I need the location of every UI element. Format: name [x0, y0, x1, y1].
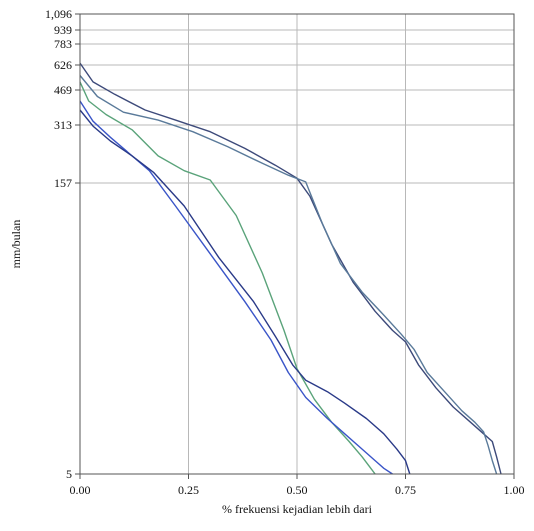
grid-lines [79, 13, 515, 475]
y-tick-label: 313 [54, 118, 72, 132]
y-tick-label: 5 [66, 467, 72, 481]
x-tick-label: 0.00 [70, 483, 91, 497]
y-tick-label: 1,096 [45, 7, 72, 21]
x-tick-label: 0.25 [178, 483, 199, 497]
x-tick-label: 0.75 [395, 483, 416, 497]
series-line-2 [79, 75, 498, 475]
series-line-3 [79, 81, 376, 475]
y-axis-title: mm/bulan [9, 220, 23, 269]
x-axis-tick-labels: 0.00 0.25 0.50 0.75 1.00 [70, 474, 525, 497]
data-series [79, 62, 502, 475]
x-axis-title: % frekuensi kejadian lebih dari [222, 502, 373, 516]
series-line-4 [79, 100, 393, 475]
y-tick-label: 626 [54, 58, 72, 72]
y-tick-label: 783 [54, 37, 72, 51]
series-line-5 [79, 109, 411, 475]
y-tick-label: 157 [54, 176, 72, 190]
x-tick-label: 1.00 [504, 483, 525, 497]
x-tick-label: 0.50 [287, 483, 308, 497]
y-tick-label: 939 [54, 23, 72, 37]
y-tick-label: 469 [54, 83, 72, 97]
series-line-1 [79, 62, 502, 475]
